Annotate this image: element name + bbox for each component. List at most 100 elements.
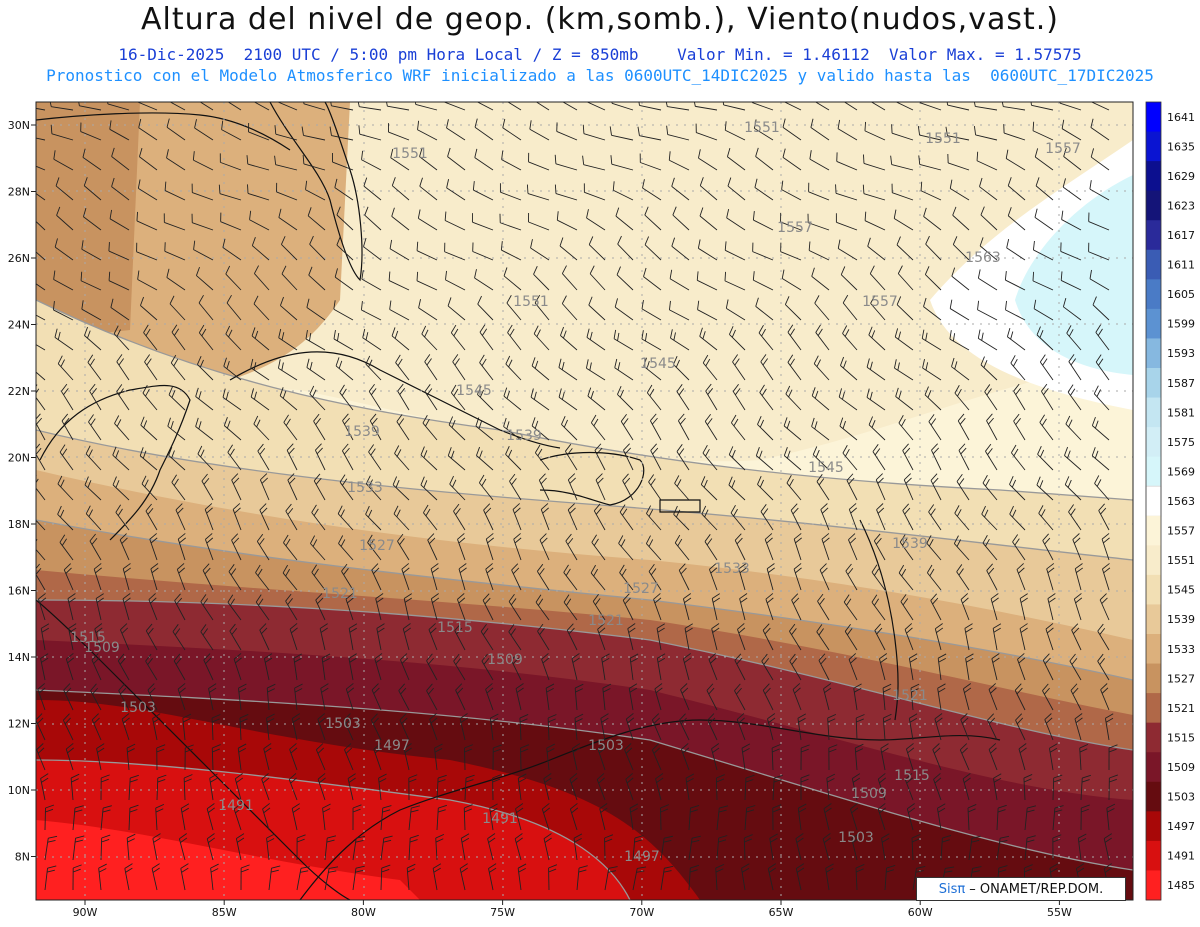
wind-barb bbox=[595, 473, 606, 501]
wind-barb bbox=[843, 102, 858, 111]
lat-label: 10N bbox=[8, 784, 30, 797]
wind-barb bbox=[471, 213, 494, 231]
wind-barb bbox=[530, 388, 550, 411]
wind-barb bbox=[650, 443, 662, 471]
wind-barb bbox=[436, 774, 447, 801]
wind-barb bbox=[611, 102, 634, 111]
wind-barb bbox=[116, 384, 130, 411]
wind-barb bbox=[239, 714, 249, 741]
legend-swatch bbox=[1146, 840, 1161, 871]
wind-barb bbox=[741, 863, 750, 891]
wind-barb bbox=[814, 295, 830, 321]
wind-barb bbox=[363, 237, 382, 261]
wind-barb bbox=[894, 328, 914, 351]
wind-barb bbox=[444, 242, 466, 261]
wind-barb bbox=[726, 208, 746, 231]
wind-barb bbox=[808, 182, 830, 201]
plot-frame bbox=[35, 101, 1134, 901]
wind-barb bbox=[424, 384, 438, 411]
wind-barb bbox=[706, 683, 718, 711]
wind-barb bbox=[481, 653, 494, 681]
wind-barb bbox=[301, 126, 326, 141]
wind-barb bbox=[128, 774, 139, 801]
wind-barb bbox=[426, 683, 438, 711]
legend-swatch bbox=[1146, 574, 1161, 605]
legend-frame bbox=[1145, 101, 1162, 901]
wind-barb bbox=[108, 242, 130, 261]
wind-barb bbox=[622, 473, 634, 501]
wind-barb bbox=[565, 533, 578, 561]
wind-barb bbox=[122, 593, 131, 621]
wind-barb bbox=[168, 446, 186, 471]
wind-barb bbox=[238, 683, 247, 711]
wind-barb bbox=[616, 266, 634, 291]
wind-barb bbox=[136, 242, 158, 261]
wind-barb bbox=[1063, 147, 1082, 171]
wind-barb bbox=[80, 122, 102, 141]
wind-barb bbox=[926, 535, 942, 561]
wind-barb bbox=[113, 325, 130, 351]
wind-barb bbox=[953, 535, 970, 561]
wind-barb bbox=[782, 118, 802, 141]
wind-barb bbox=[898, 564, 914, 591]
wind-barb bbox=[1039, 414, 1054, 441]
wind-barb bbox=[72, 864, 82, 891]
wind-barb bbox=[84, 476, 102, 501]
legend-swatch bbox=[1145, 485, 1162, 517]
wind-barb bbox=[893, 209, 914, 231]
contour-label: 1509 bbox=[851, 786, 887, 802]
wind-barb bbox=[1094, 475, 1110, 501]
wind-barb bbox=[627, 623, 636, 651]
wind-barb bbox=[281, 265, 298, 291]
wind-barb bbox=[255, 564, 270, 591]
wind-barb bbox=[515, 803, 524, 831]
wind-barb bbox=[845, 563, 858, 591]
wind-barb bbox=[1108, 774, 1118, 801]
wind-barb bbox=[277, 359, 298, 381]
wind-barb bbox=[423, 504, 438, 531]
wind-barb bbox=[266, 833, 275, 861]
wind-barb bbox=[850, 803, 859, 831]
wind-barb bbox=[174, 593, 186, 621]
wind-barb bbox=[912, 866, 926, 891]
wind-barb bbox=[459, 863, 468, 891]
wind-barb bbox=[958, 443, 970, 471]
wind-barb bbox=[1013, 413, 1026, 441]
wind-barb bbox=[1030, 102, 1054, 111]
wind-barb bbox=[406, 863, 416, 891]
wind-barb bbox=[531, 357, 550, 381]
wind-barb bbox=[669, 300, 690, 321]
wind-barb bbox=[1072, 533, 1082, 561]
wind-barb bbox=[83, 177, 102, 201]
wind-barb bbox=[291, 713, 301, 741]
wind-barb bbox=[225, 325, 242, 351]
wind-barb bbox=[454, 623, 466, 651]
wind-barb bbox=[651, 713, 662, 741]
wind-barb bbox=[854, 743, 864, 771]
wind-barb bbox=[137, 270, 158, 291]
wind-barb bbox=[541, 803, 551, 831]
wind-barb bbox=[119, 533, 130, 561]
wind-barb bbox=[940, 834, 952, 861]
wind-barb bbox=[44, 865, 57, 891]
wind-barb bbox=[537, 623, 550, 651]
wind-barb bbox=[488, 863, 497, 891]
wind-barb bbox=[197, 356, 214, 381]
wind-barb bbox=[1097, 623, 1110, 651]
wind-barb bbox=[820, 503, 830, 531]
wind-barb bbox=[897, 265, 914, 291]
wind-barb bbox=[625, 773, 634, 801]
wind-barb bbox=[403, 743, 412, 771]
legend-label: 1629 bbox=[1167, 170, 1195, 183]
legend-swatch bbox=[1146, 131, 1161, 162]
wind-barb bbox=[811, 417, 830, 441]
wind-barb bbox=[500, 241, 522, 261]
wind-barb bbox=[263, 653, 273, 681]
wind-barb bbox=[648, 474, 662, 501]
wind-barb bbox=[177, 683, 186, 711]
wind-barb bbox=[761, 653, 774, 681]
wind-barb bbox=[760, 504, 774, 531]
wind-barb bbox=[800, 744, 810, 771]
wind-barb bbox=[732, 354, 746, 381]
